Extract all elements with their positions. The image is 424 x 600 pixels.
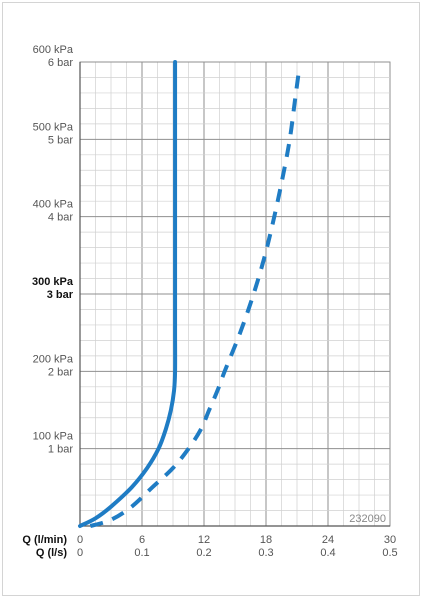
x-tick-label-ls: 0 <box>77 547 83 559</box>
y-tick-label-kpa: 500 kPa <box>33 121 74 133</box>
x-tick-label-lmin: 30 <box>384 534 396 546</box>
y-tick-label-bar: 4 bar <box>48 212 73 224</box>
y-tick-label-kpa: 100 kPa <box>33 431 74 443</box>
y-tick-label-bar: 2 bar <box>48 366 73 378</box>
y-tick-label-kpa: 200 kPa <box>33 353 74 365</box>
series-dashed-line <box>89 69 302 528</box>
x-tick-label-lmin: 24 <box>322 534 334 546</box>
y-tick-label-bar: 1 bar <box>48 444 73 456</box>
y-tick-label-kpa: 300 kPa <box>32 276 74 288</box>
x-axis-title-lmin: Q (l/min) <box>22 534 67 546</box>
chart-frame <box>2 2 420 596</box>
x-tick-label-lmin: 6 <box>139 534 145 546</box>
series-solid-line <box>78 60 178 528</box>
x-tick-label-ls: 0.4 <box>320 547 335 559</box>
y-tick-label-kpa: 600 kPa <box>33 44 74 56</box>
y-tick-label-bar: 3 bar <box>47 289 74 301</box>
x-tick-label-lmin: 0 <box>77 534 83 546</box>
x-tick-label-lmin: 12 <box>198 534 210 546</box>
x-axis-title-ls: Q (l/s) <box>36 547 68 559</box>
x-tick-label-lmin: 18 <box>260 534 272 546</box>
x-tick-label-ls: 0.2 <box>196 547 211 559</box>
y-tick-label-bar: 5 bar <box>48 134 73 146</box>
x-tick-label-ls: 0.5 <box>382 547 397 559</box>
x-tick-label-ls: 0.3 <box>258 547 273 559</box>
x-tick-label-ls: 0.1 <box>134 547 149 559</box>
y-tick-label-bar: 6 bar <box>48 57 73 69</box>
y-tick-label-kpa: 400 kPa <box>33 199 74 211</box>
chart-code: 232090 <box>349 513 386 525</box>
